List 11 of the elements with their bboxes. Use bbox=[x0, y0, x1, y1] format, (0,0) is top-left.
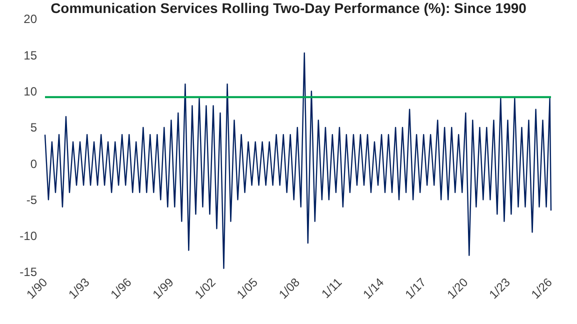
y-tick-label: -10 bbox=[20, 229, 38, 244]
x-tick-label: 1/11 bbox=[318, 274, 345, 301]
y-tick-label: -5 bbox=[26, 192, 38, 207]
y-tick-label: 0 bbox=[30, 156, 38, 171]
y-tick-label: 5 bbox=[30, 120, 38, 135]
y-tick-label: -15 bbox=[20, 265, 38, 280]
y-tick-label: 10 bbox=[24, 84, 38, 98]
line-series bbox=[44, 52, 552, 269]
chart-title: Communication Services Rolling Two-Day Performance (%): Since 1990 bbox=[50, 0, 527, 16]
y-tick-label: 15 bbox=[24, 48, 38, 62]
y-tick-label: 20 bbox=[24, 12, 38, 26]
